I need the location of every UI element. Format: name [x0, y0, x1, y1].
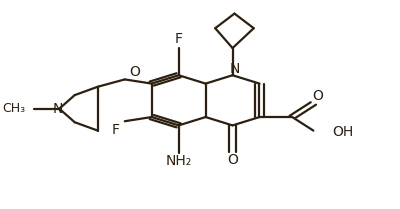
Text: O: O: [129, 65, 140, 79]
Text: CH₃: CH₃: [2, 102, 25, 115]
Text: O: O: [312, 89, 324, 102]
Text: O: O: [227, 153, 238, 167]
Text: OH: OH: [332, 125, 353, 139]
Text: F: F: [175, 32, 183, 46]
Text: NH₂: NH₂: [166, 154, 192, 168]
Text: F: F: [111, 123, 119, 137]
Text: N: N: [52, 102, 62, 116]
Text: N: N: [229, 62, 240, 76]
